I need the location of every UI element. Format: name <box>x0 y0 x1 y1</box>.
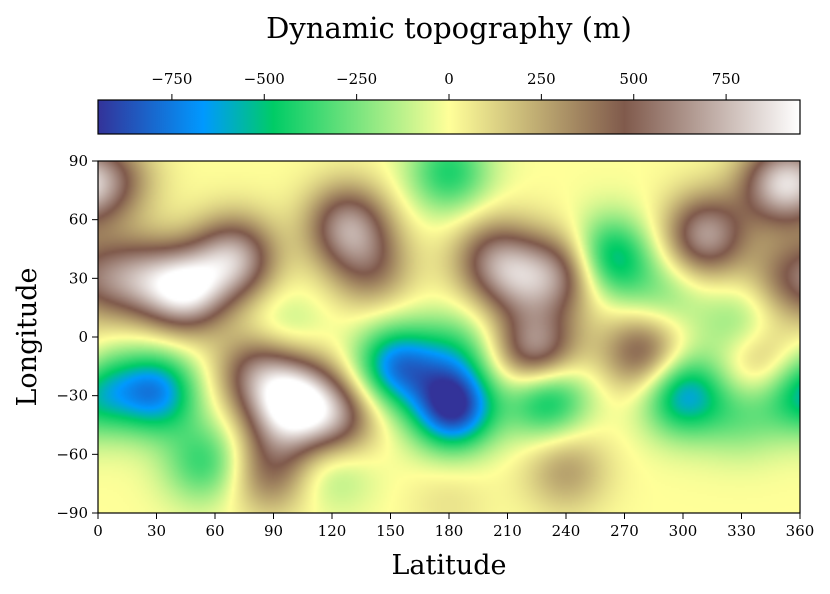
colorbar-tick-label: −250 <box>336 70 377 88</box>
y-axis-ticks: 90 60 30 0 −30 −60 −90 <box>56 152 98 522</box>
colorbar-label: Dynamic topography (m) <box>266 11 632 45</box>
x-tick-label: 270 <box>610 522 639 540</box>
colorbar-tick-label: 0 <box>444 70 454 88</box>
y-tick-label: −90 <box>56 504 88 522</box>
heatmap-plot: 0 30 60 90 120 150 180 210 240 270 300 330 360 90603… <box>56 152 814 540</box>
colorbar-tick-label: −750 <box>151 70 192 88</box>
y-tick-label: 0 <box>78 328 88 346</box>
x-tick-label: 60 <box>205 522 224 540</box>
colorbar-tick-label: 250 <box>527 70 556 88</box>
colorbar-gradient <box>98 100 800 134</box>
y-tick-label: 60 <box>69 211 88 229</box>
y-tick-label: 90 <box>69 152 88 170</box>
x-tick-label: 30 <box>147 522 166 540</box>
x-tick-label: 120 <box>318 522 347 540</box>
colorbar-ticks: −750 −500 −250 0 250 500 750 <box>151 70 740 100</box>
y-axis-label: Longitude <box>12 268 43 407</box>
colorbar: −750 −500 −250 0 250 500 750 <box>97 70 801 135</box>
heatmap-field <box>98 161 800 513</box>
y-tick-label: −30 <box>56 387 88 405</box>
x-tick-label: 150 <box>376 522 405 540</box>
x-axis-label: Latitude <box>391 550 506 581</box>
colorbar-tick-label: 500 <box>619 70 648 88</box>
y-tick-label: −60 <box>56 445 88 463</box>
x-tick-label: 180 <box>435 522 464 540</box>
x-tick-label: 240 <box>552 522 581 540</box>
x-tick-label: 330 <box>727 522 756 540</box>
x-tick-label: 300 <box>669 522 698 540</box>
x-axis-ticks: 0 30 60 90 120 150 180 210 240 270 300 330 360 <box>93 513 814 540</box>
colorbar-tick-label: 750 <box>712 70 741 88</box>
y-tick-label: 30 <box>69 269 88 287</box>
x-tick-label: 210 <box>493 522 522 540</box>
x-tick-label: 360 <box>786 522 815 540</box>
x-tick-label: 0 <box>93 522 103 540</box>
colorbar-tick-label: −500 <box>244 70 285 88</box>
x-tick-label: 90 <box>264 522 283 540</box>
